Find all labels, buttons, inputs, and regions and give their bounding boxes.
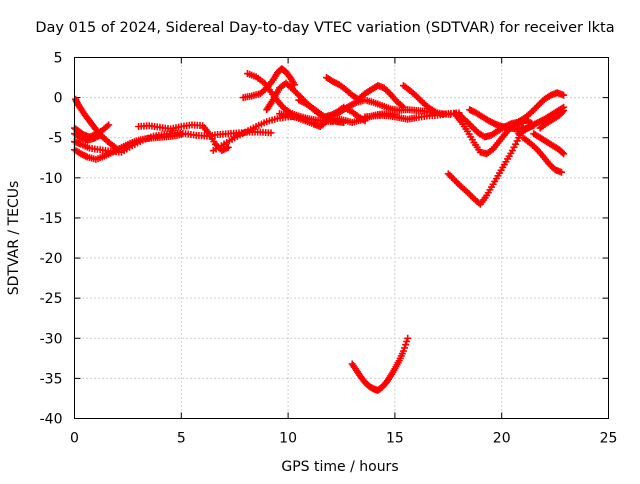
data-series [455, 110, 527, 141]
y-tick-label: 5 [54, 51, 63, 67]
x-tick-label: 20 [493, 431, 511, 447]
data-series [323, 74, 407, 111]
y-tick-label: -10 [40, 171, 63, 187]
axis-ticks: 0 5 10 15 20 25 5 0 -5 -10 -15 -20 -25 -30 -35 -40 [40, 51, 618, 447]
data-series [466, 106, 538, 134]
data-point-marker [401, 344, 409, 352]
data-series [519, 134, 566, 176]
x-axis-label: GPS time / hours [281, 459, 398, 475]
y-tick-label: -35 [40, 371, 63, 387]
data-point-marker [559, 108, 567, 116]
x-tick-label: 10 [279, 431, 297, 447]
data-point-marker [177, 131, 185, 139]
y-tick-label: 0 [54, 91, 63, 107]
plot-frame [74, 57, 609, 419]
x-tick-label: 5 [177, 431, 186, 447]
data-series [333, 96, 454, 118]
data-point-marker [558, 168, 566, 176]
data-point-marker [113, 145, 121, 153]
data-point-marker [402, 341, 410, 349]
y-tick-label: -30 [40, 331, 63, 347]
x-tick-label: 0 [70, 431, 79, 447]
data-point-marker [404, 334, 412, 342]
data-series [135, 121, 232, 155]
data-series [515, 103, 568, 138]
x-tick-label: 15 [386, 431, 404, 447]
data-series [530, 130, 568, 158]
data-series [536, 106, 568, 132]
x-tick-label: 25 [600, 431, 618, 447]
data-point-marker [431, 108, 439, 116]
y-tick-label: -20 [40, 251, 63, 267]
data-point-marker [403, 337, 411, 345]
data-series [515, 89, 568, 126]
y-axis-label: SDTVAR / TECUs [6, 181, 22, 296]
data-point-marker [560, 91, 568, 99]
data-series [71, 131, 185, 163]
chart-title: Day 015 of 2024, Sidereal Day-to-day VTE… [35, 20, 614, 36]
y-tick-label: -25 [40, 291, 63, 307]
data-series [244, 70, 337, 126]
data-series [348, 334, 412, 394]
data-point-marker [560, 106, 568, 114]
data-series [239, 65, 299, 102]
data-series [72, 95, 121, 153]
data-point-marker [224, 143, 232, 151]
data-series [444, 124, 527, 208]
y-tick-label: -15 [40, 211, 63, 227]
data-series [399, 82, 439, 116]
y-tick-label: -5 [49, 131, 63, 147]
data-point-marker [399, 347, 407, 355]
data-point-marker [560, 150, 568, 158]
data-series [209, 112, 303, 155]
data-point-marker [105, 121, 113, 129]
data-point-marker [267, 129, 275, 137]
data-point-marker [559, 149, 567, 157]
y-tick-label: -40 [40, 412, 63, 428]
data-points [71, 65, 568, 394]
